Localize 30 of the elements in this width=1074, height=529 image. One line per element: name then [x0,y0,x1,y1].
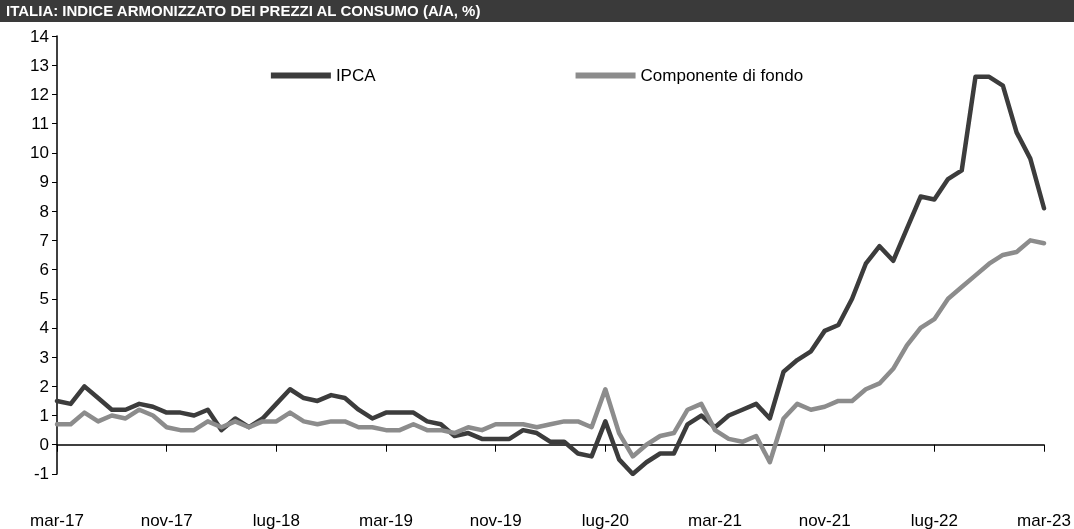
x-tick-label: lug-20 [581,511,629,529]
x-tick-label: mar-21 [688,511,742,529]
x-tick-label: lug-18 [252,511,300,529]
x-tick-label: lug-22 [910,511,958,529]
x-tick-label: mar-19 [359,511,413,529]
y-tick-label: 14 [30,26,49,46]
line-series [54,238,1047,465]
y-tick-label: 10 [30,143,49,163]
y-tick-label: 5 [39,289,49,309]
y-tick-label: 3 [39,347,49,367]
y-tick-label: 4 [39,318,49,338]
x-tick-label: nov-19 [469,511,522,529]
y-tick-label: 13 [30,55,49,75]
y-tick-label: 2 [39,376,49,396]
y-tick-label: 8 [39,201,49,221]
x-tick-label: mar-23 [1017,511,1071,529]
legend-label: Componente di fondo [640,66,804,85]
y-tick-label: 0 [39,435,49,455]
x-tick-label: mar-17 [30,511,84,529]
y-tick-label: -1 [33,464,49,484]
y-tick-label: 12 [30,84,49,104]
y-tick-label: 6 [39,260,49,280]
y-tick-label: 11 [31,114,49,134]
y-tick-label: 1 [39,406,49,426]
legend-label: IPCA [335,66,377,85]
y-tick-label: 9 [39,172,49,192]
x-tick-label: nov-21 [798,511,851,529]
chart-title: ITALIA: INDICE ARMONIZZATO DEI PREZZI AL CONSUMO (A/A, %) [0,0,1074,22]
x-tick-label: nov-17 [140,511,193,529]
y-tick-label: 7 [39,230,49,250]
